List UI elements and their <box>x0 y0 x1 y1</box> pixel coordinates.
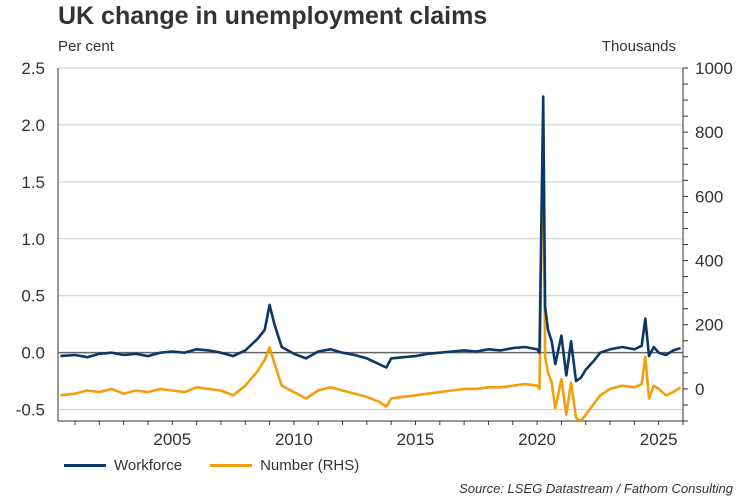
right-tick-label: 800 <box>695 123 723 142</box>
right-tick-label: 0 <box>695 380 704 399</box>
source-note: Source: LSEG Datastream / Fathom Consult… <box>459 481 733 496</box>
series-line-number <box>60 113 682 421</box>
x-tick-label: 2020 <box>518 430 556 449</box>
chart-title: UK change in unemployment claims <box>58 2 488 30</box>
series-line-workforce <box>60 95 681 383</box>
x-tick-label: 2010 <box>275 430 313 449</box>
left-tick-label: 1.5 <box>21 173 45 192</box>
legend-label-number: Number (RHS) <box>260 457 360 474</box>
right-tick-label: 1000 <box>695 59 733 78</box>
right-tick-label: 400 <box>695 252 723 271</box>
legend-swatch-workforce <box>64 464 106 467</box>
x-tick-label: 2015 <box>397 430 435 449</box>
left-tick-label: 2.0 <box>21 116 45 135</box>
x-tick-label: 2005 <box>153 430 191 449</box>
left-tick-label: 0.5 <box>21 287 45 306</box>
left-tick-label: 0.0 <box>21 344 45 363</box>
legend-item-number: Number (RHS) <box>210 457 359 474</box>
legend-label-workforce: Workforce <box>114 457 183 474</box>
right-tick-label: 600 <box>695 187 723 206</box>
left-axis-unit: Per cent <box>58 38 114 55</box>
legend-item-workforce: Workforce <box>64 457 182 474</box>
left-tick-label: -0.5 <box>16 401 45 420</box>
legend-swatch-number <box>210 464 253 467</box>
right-tick-label: 200 <box>695 316 723 335</box>
legend: Workforce Number (RHS) <box>64 457 387 474</box>
left-tick-label: 1.0 <box>21 230 45 249</box>
x-tick-label: 2025 <box>640 430 678 449</box>
right-axis-unit: Thousands <box>601 38 676 55</box>
left-tick-label: 2.5 <box>21 59 45 78</box>
